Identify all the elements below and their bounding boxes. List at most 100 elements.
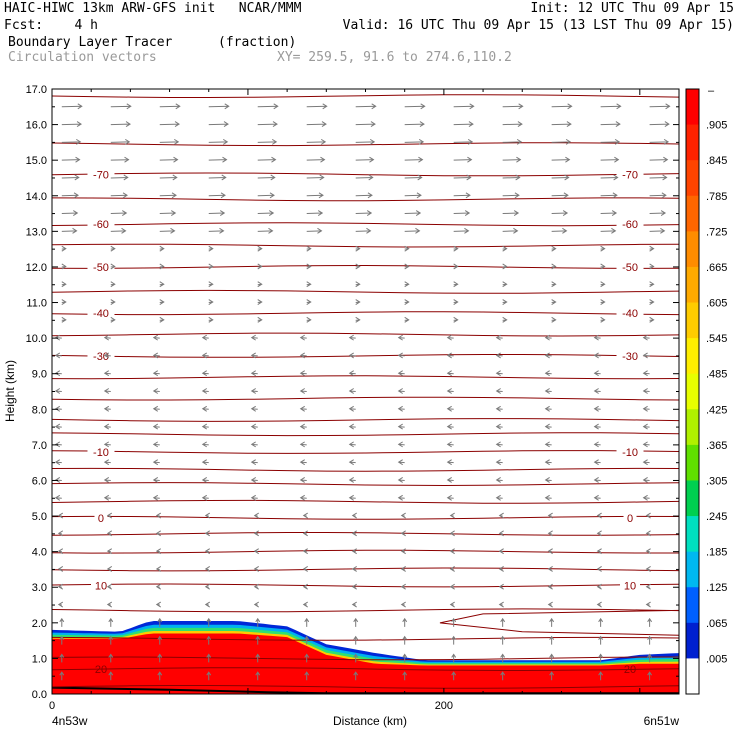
vector-arrow: [57, 601, 64, 608]
contour-line: [52, 396, 679, 401]
vector-arrow: [400, 548, 406, 555]
vector-arrow: [404, 299, 410, 305]
vector-arrow: [598, 635, 604, 645]
vector-arrow: [348, 494, 356, 501]
vector-arrow: [250, 334, 258, 341]
field-units: (fraction): [218, 35, 297, 50]
vector-arrow: [110, 103, 132, 110]
vector-arrow: [645, 601, 651, 608]
vector-arrow: [596, 530, 602, 537]
vector-arrow: [155, 530, 162, 537]
vector-arrow: [600, 138, 621, 145]
contour-line: [52, 583, 679, 588]
vector-arrow: [495, 405, 503, 412]
vector-arrow: [642, 459, 650, 466]
vector-arrow: [257, 210, 275, 216]
vector-arrow: [201, 441, 209, 448]
vector-arrow: [544, 477, 552, 483]
contour-label: 10: [95, 580, 107, 592]
vector-arrow: [446, 405, 454, 412]
contour-line: [52, 197, 679, 202]
vector-arrow: [159, 263, 165, 270]
vector-arrow: [250, 370, 258, 377]
header-line1-right: Init: 12 UTC Thu 09 Apr 15: [530, 1, 735, 16]
vector-arrow: [206, 617, 212, 627]
vector-arrow: [159, 156, 179, 163]
vector-arrow: [596, 566, 602, 572]
vector-arrow: [453, 103, 475, 110]
vector-arrow: [495, 459, 503, 466]
vector-arrow: [152, 423, 160, 430]
vector-arrow: [397, 477, 405, 483]
vector-arrow: [596, 512, 602, 519]
vector-arrow: [257, 245, 263, 252]
vector-arrow: [54, 459, 62, 466]
vector-arrow: [57, 583, 64, 590]
vector-arrow: [495, 441, 503, 448]
vector-arrow: [61, 263, 67, 270]
vector-arrow: [103, 370, 111, 377]
vector-arrow: [642, 441, 650, 448]
vector-arrow: [159, 121, 180, 128]
vector-arrow: [547, 512, 553, 519]
vector-arrow: [155, 512, 162, 519]
field-name: Boundary Layer Tracer: [8, 35, 173, 50]
x-tick-label: 0: [49, 700, 55, 712]
vector-arrow: [355, 210, 373, 216]
vector-arrow: [201, 334, 209, 341]
contour-line: [52, 94, 679, 98]
vector-arrow: [110, 156, 130, 163]
vector-arrow: [353, 653, 359, 663]
colorbar-frame: [685, 88, 700, 695]
x-right-location: 6n51w: [644, 714, 680, 728]
y-tick-label: 4.0: [32, 547, 47, 559]
vector-arrow: [500, 671, 506, 681]
vector-arrow: [397, 370, 405, 377]
vector-arrow: [103, 423, 111, 430]
vector-arrow: [593, 370, 601, 377]
vector-arrow: [61, 103, 83, 110]
y-tick-label: 10.0: [26, 333, 47, 345]
vector-arrow: [250, 388, 258, 394]
vector-arrow: [152, 459, 160, 466]
vector-arrow: [449, 530, 455, 537]
vector-arrow: [647, 671, 653, 681]
vector-arrow: [451, 635, 457, 645]
vector-arrow: [551, 103, 573, 110]
vector-arrow: [551, 138, 572, 145]
vector-arrow: [446, 494, 454, 501]
vector-arrow: [549, 653, 555, 663]
vector-arrow: [649, 263, 655, 270]
vector-arrow: [108, 653, 114, 663]
contour-label-bg: [616, 307, 644, 320]
vector-arrow: [57, 548, 64, 555]
vector-arrow: [208, 121, 229, 128]
colorbar-swatch: [686, 195, 699, 232]
vector-arrow: [257, 156, 277, 163]
vector-arrow: [551, 192, 569, 199]
vector-arrow: [201, 405, 209, 412]
vector-arrow: [649, 227, 666, 234]
vector-arrow: [397, 352, 405, 359]
vector-arrow: [208, 192, 226, 199]
vector-arrow: [649, 210, 667, 216]
vector-arrow: [647, 635, 653, 645]
vector-arrow: [155, 583, 162, 590]
vector-arrow: [257, 227, 274, 234]
vector-arrow: [306, 263, 312, 270]
vector-arrow: [106, 583, 113, 590]
vector-arrow: [306, 299, 312, 305]
vector-arrow: [103, 459, 111, 466]
vector-arrow: [495, 388, 503, 394]
vector-arrow: [600, 121, 621, 128]
contour-label-bg: [87, 349, 115, 362]
vector-arrow: [61, 281, 67, 288]
contour-label: -70: [622, 169, 638, 181]
contour-line: [52, 354, 679, 358]
header-line2-left: Fcst: 4 h: [4, 18, 98, 33]
vector-arrow: [253, 512, 259, 519]
y-tick-label: 11.0: [26, 298, 47, 310]
colorbar-label: .785: [706, 191, 727, 203]
y-axis: 0.0 1.0 2.0 3.0 4.0 5.0 6.0 7.0 8.0 9.0 10.0 11.0 12…: [26, 84, 679, 701]
vector-arrow: [103, 441, 111, 448]
